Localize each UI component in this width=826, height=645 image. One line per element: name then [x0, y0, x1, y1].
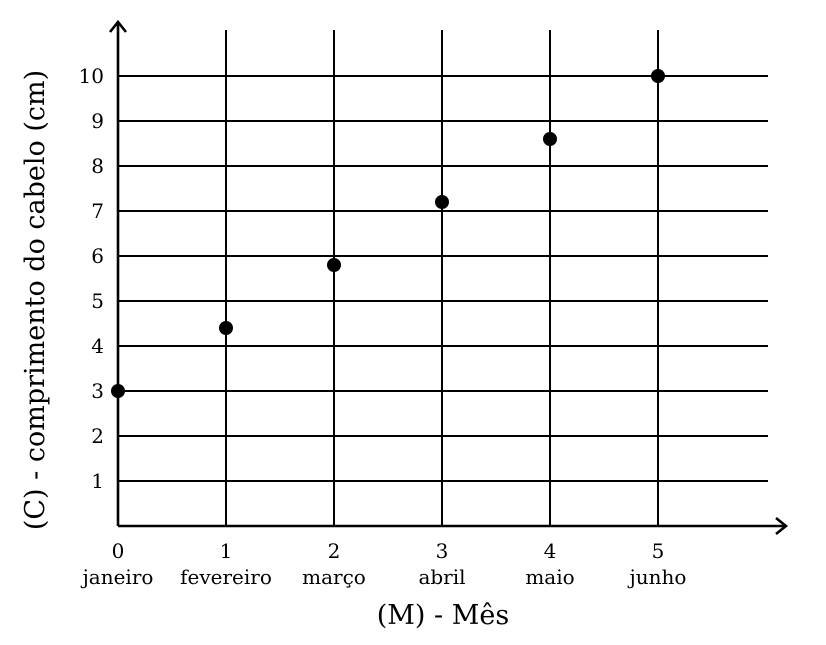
y-tick-label: 3: [91, 379, 104, 403]
y-tick-label: 7: [91, 199, 104, 223]
x-axis-title: (M) - Mês: [377, 600, 509, 631]
y-tick-label: 6: [91, 244, 104, 268]
x-month-label: fevereiro: [180, 565, 272, 589]
x-month-label: maio: [525, 565, 574, 589]
x-tick-label: 1: [220, 539, 233, 563]
data-point: [327, 258, 341, 272]
y-tick-label: 2: [91, 424, 104, 448]
data-point: [651, 69, 665, 83]
data-point: [435, 195, 449, 209]
y-tick-label: 9: [91, 109, 104, 133]
grid: [118, 30, 768, 526]
y-axis-arrow-icon: [108, 19, 128, 33]
axes: [108, 19, 789, 536]
x-tick-label: 2: [328, 539, 341, 563]
data-point: [543, 132, 557, 146]
y-tick-label: 4: [91, 334, 104, 358]
x-tick-label: 5: [652, 539, 665, 563]
y-tick-label: 1: [91, 469, 104, 493]
y-tick-label: 10: [79, 64, 104, 88]
x-tick-label: 3: [436, 539, 449, 563]
y-tick-labels: 1 2 3 4 5 6 7 8 9 10: [79, 64, 104, 493]
data-point: [111, 384, 125, 398]
x-axis-arrow-icon: [775, 516, 789, 536]
y-tick-label: 8: [91, 154, 104, 178]
data-point: [219, 321, 233, 335]
x-tick-label: 0: [112, 539, 125, 563]
x-month-label: abril: [418, 565, 465, 589]
x-tick-label: 4: [544, 539, 557, 563]
data-points: [111, 69, 665, 398]
y-tick-label: 5: [91, 289, 104, 313]
x-month-label: junho: [628, 565, 687, 589]
x-month-label: janeiro: [81, 565, 154, 589]
y-axis-title: (C) - comprimento do cabelo (cm): [20, 70, 51, 530]
x-month-label: março: [302, 565, 366, 589]
